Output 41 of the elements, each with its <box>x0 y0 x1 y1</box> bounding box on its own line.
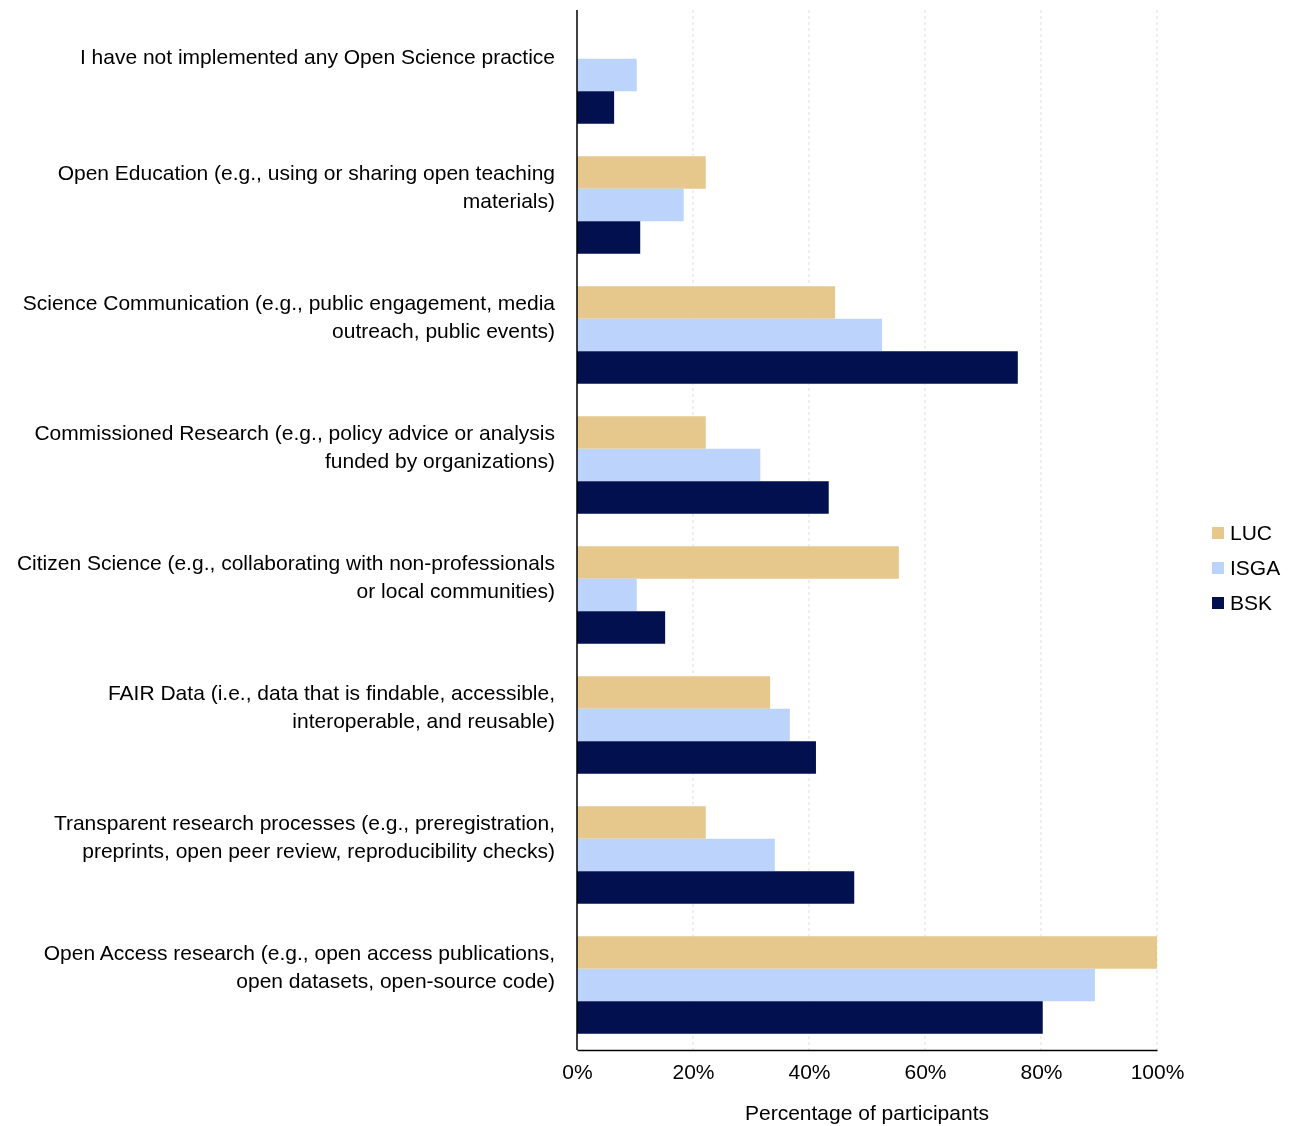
bar <box>577 188 684 222</box>
bar <box>577 1001 1043 1034</box>
bar <box>577 318 883 352</box>
y-tick-label: Citizen Science (e.g., collaborating with non-professionals or local communities) <box>16 551 555 603</box>
bar <box>577 448 761 482</box>
x-axis-title: Percentage of participants <box>745 1101 989 1124</box>
bar <box>577 221 641 254</box>
y-tick-label: Transparent research processes (e.g., preregistration, preprints, open peer review, reproducibility checks) <box>53 811 555 863</box>
bar <box>577 936 1157 969</box>
bar <box>577 871 855 904</box>
bar <box>577 546 899 579</box>
bar <box>577 578 637 612</box>
x-tick-label: 60% <box>904 1059 947 1083</box>
bar <box>577 708 790 742</box>
bar <box>577 741 816 774</box>
bar <box>577 351 1018 384</box>
y-tick-label: Open Access research (e.g., open access publications, open datasets, open-source code) <box>43 941 555 993</box>
x-tick-label: 20% <box>672 1059 715 1083</box>
x-tick-label: 40% <box>788 1059 831 1083</box>
y-tick-label: Open Education (e.g., using or sharing open teaching materials) <box>57 161 555 213</box>
bar <box>577 968 1095 1002</box>
x-tick-label: 0% <box>562 1059 593 1083</box>
legend-label: ISGA <box>1230 556 1281 580</box>
y-tick-label: Science Communication (e.g., public engagement, media outreach, public events) <box>22 291 556 343</box>
bar <box>577 611 666 644</box>
bar <box>577 806 706 839</box>
bar <box>577 676 771 709</box>
y-tick-label: Commissioned Research (e.g., policy advice or analysis funded by organizations) <box>34 421 555 473</box>
bar <box>577 286 836 319</box>
y-tick-label: FAIR Data (i.e., data that is findable, accessible, interoperable, and reusable) <box>107 681 555 733</box>
bar <box>577 91 615 124</box>
x-tick-label: 80% <box>1020 1059 1063 1083</box>
bar <box>577 156 706 189</box>
bar <box>577 481 829 514</box>
bar <box>577 58 637 92</box>
x-tick-label: 100% <box>1130 1059 1185 1083</box>
y-tick-label: I have not implemented any Open Science practice <box>79 45 555 69</box>
legend-label: BSK <box>1230 591 1273 615</box>
bar <box>577 416 706 449</box>
bar <box>577 838 775 872</box>
legend-label: LUC <box>1230 521 1273 545</box>
